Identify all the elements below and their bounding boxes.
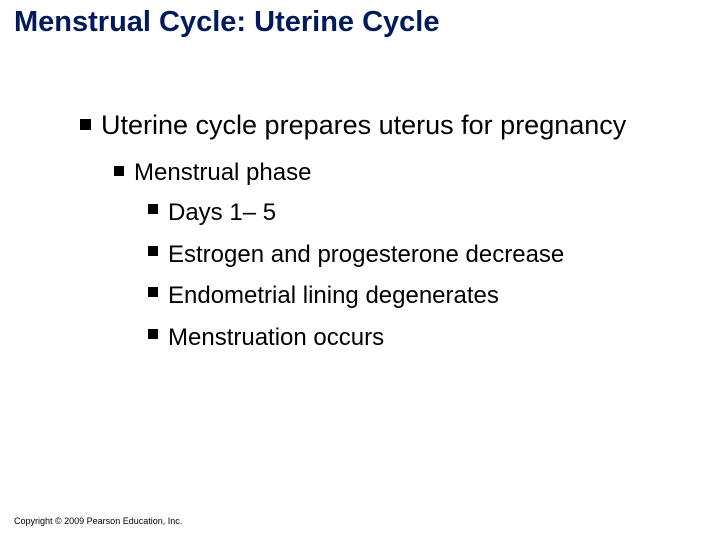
bullet-level3-row: Days 1– 5 [148, 196, 690, 230]
bullet-marker-icon [148, 204, 158, 214]
bullet-level3-text: Days 1– 5 [168, 196, 276, 230]
bullet-marker-icon [148, 246, 158, 256]
bullet-level3-row: Estrogen and progesterone decrease [148, 238, 690, 272]
bullet-level2-row: Menstrual phase [114, 158, 690, 188]
bullet-level1-row: Uterine cycle prepares uterus for pregna… [80, 110, 690, 140]
bullet-level3-text: Estrogen and progesterone decrease [168, 238, 564, 272]
bullet-level3-row: Menstruation occurs [148, 321, 690, 355]
bullet-marker-icon [148, 329, 158, 339]
bullet-level3-text: Endometrial lining degenerates [168, 279, 499, 313]
slide-title: Menstrual Cycle: Uterine Cycle [14, 6, 439, 39]
bullet-level2-text: Menstrual phase [134, 158, 311, 188]
content-area: Uterine cycle prepares uterus for pregna… [80, 110, 690, 355]
bullet-marker-icon [114, 166, 124, 176]
bullet-level1-text: Uterine cycle prepares uterus for pregna… [101, 110, 626, 140]
copyright-footer: Copyright © 2009 Pearson Education, Inc. [14, 516, 182, 526]
bullet-level3-row: Endometrial lining degenerates [148, 279, 690, 313]
bullet-level3-text: Menstruation occurs [168, 321, 384, 355]
bullet-marker-icon [148, 287, 158, 297]
bullet-marker-icon [80, 119, 91, 130]
slide: Menstrual Cycle: Uterine Cycle Uterine c… [0, 0, 720, 540]
